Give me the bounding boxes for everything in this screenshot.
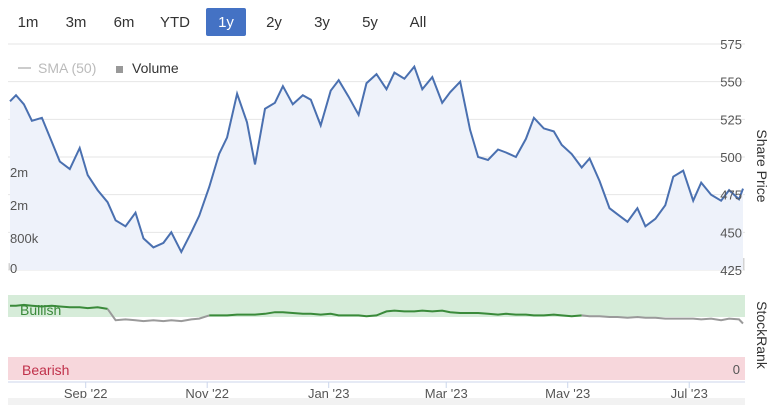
stockrank-segment-neutral [106,308,210,323]
legend: SMA (50) Volume [18,60,179,76]
x-axis-ticks: Sep '22 Nov '22 Jan '23 Mar '23 May '23 Jul '… [64,382,708,401]
bullish-band [8,295,745,317]
volume-axis-ticks: 0 800k 2m 2m [10,165,39,276]
stockrank-line [10,303,744,325]
x-tick-label: Nov '22 [185,386,229,401]
range-button-6m[interactable]: 6m [113,13,135,31]
bearish-label: Bearish [22,362,69,378]
range-button-3y[interactable]: 3y [314,13,330,31]
price-axis-title: Share Price [754,129,770,202]
range-button-5y[interactable]: 5y [362,13,378,31]
price-tick-525: 525 [720,112,742,127]
volume-tick-2: 2m [10,198,28,213]
bearish-band [8,357,745,380]
price-tick-575: 575 [720,37,742,52]
range-button-3m[interactable]: 3m [65,13,87,31]
x-tick-label: May '23 [545,386,590,401]
range-button-1m[interactable]: 1m [17,13,39,31]
price-tick-475: 475 [720,188,742,203]
volume-tick-3: 2m [10,165,28,180]
price-tick-500: 500 [720,150,742,165]
x-tick-label: Sep '22 [64,386,108,401]
stockrank-axis-zero: 0 [733,362,740,377]
x-tick-label: Mar '23 [425,386,468,401]
stockrank-axis-title: StockRank [754,301,770,370]
price-tick-425: 425 [720,263,742,278]
price-axis-ticks: 425 450 475 500 525 550 575 [720,37,742,278]
price-tick-550: 550 [720,75,742,90]
legend-volume[interactable]: Volume [132,60,179,76]
navigator-strip[interactable] [8,398,745,405]
stockrank-segment-bullish [10,303,108,310]
range-button-2y[interactable]: 2y [266,13,282,31]
legend-sma[interactable]: SMA (50) [38,60,96,76]
x-tick-label: Jan '23 [308,386,350,401]
range-button-all[interactable]: All [409,13,427,31]
price-area-fill [10,66,743,270]
volume-tick-0: 0 [10,261,17,276]
stockrank-segment-bullish [209,309,582,318]
range-selector: 1m 3m 6m YTD 1y 2y 3y 5y All [8,8,446,38]
price-tick-450: 450 [720,225,742,240]
stockrank-segment-neutral [581,314,744,325]
x-tick-label: Jul '23 [671,386,708,401]
volume-tick-1: 800k [10,231,39,246]
range-button-1y[interactable]: 1y [206,8,246,36]
volume-legend-square-icon [116,66,123,73]
price-line [9,64,744,255]
range-button-ytd[interactable]: YTD [160,13,190,31]
